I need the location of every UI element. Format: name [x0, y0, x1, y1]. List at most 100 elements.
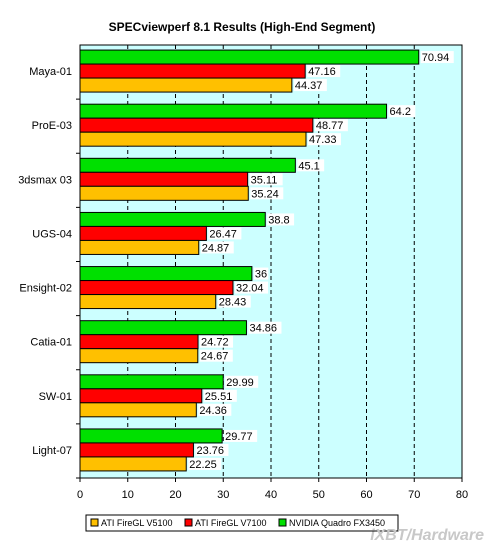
x-tick-label: 40 — [265, 489, 277, 501]
category-label: Maya-01 — [29, 66, 72, 78]
data-label-background — [314, 119, 348, 132]
data-label-background — [208, 227, 242, 240]
bar — [79, 374, 224, 390]
bar — [79, 239, 200, 255]
bar — [79, 171, 249, 187]
data-label-background — [307, 65, 341, 78]
category-label: UGS-04 — [32, 228, 72, 240]
bar — [79, 225, 207, 241]
bar — [79, 428, 223, 444]
bar — [79, 334, 199, 350]
data-label: 70.94 — [422, 52, 450, 64]
data-label: 26.47 — [209, 228, 237, 240]
data-label-background — [308, 133, 342, 146]
bar — [79, 63, 306, 79]
data-label-background — [217, 295, 251, 308]
data-label: 47.16 — [308, 66, 336, 78]
data-label-background — [203, 389, 237, 402]
category-label: 3dsmax 03 — [18, 174, 72, 186]
legend-entry: ATI FireGL V5100 — [101, 518, 173, 528]
data-label: 44.37 — [295, 80, 323, 92]
legend-swatch — [278, 518, 287, 527]
data-label: 24.36 — [199, 405, 227, 417]
bar — [79, 320, 247, 336]
data-label: 24.87 — [202, 242, 230, 254]
legend-box — [85, 514, 399, 532]
data-label-background — [225, 375, 259, 388]
data-label-background — [420, 51, 454, 64]
data-label-background — [297, 159, 325, 172]
data-label-background — [249, 173, 283, 186]
bar — [79, 280, 234, 296]
data-label: 23.76 — [196, 445, 224, 457]
watermark: iXBT/Hardware — [370, 527, 484, 543]
x-tick-label: 60 — [360, 489, 372, 501]
data-label: 22.25 — [189, 459, 217, 471]
category-label: ProE-03 — [32, 120, 72, 132]
bar — [79, 103, 388, 119]
bar — [79, 49, 420, 65]
data-label: 47.33 — [309, 134, 337, 146]
data-label-background — [195, 443, 229, 456]
category-label: Ensight-02 — [19, 283, 72, 295]
bar — [79, 185, 249, 201]
legend: ATI FireGL V5100 ATI FireGL V7100 NVIDIA Q… — [85, 514, 399, 532]
x-tick-label: 80 — [456, 489, 468, 501]
data-label-background — [250, 187, 284, 200]
bar — [79, 211, 266, 227]
data-label-background — [234, 281, 268, 294]
legend-swatch — [90, 518, 99, 527]
x-tick-label: 30 — [217, 489, 229, 501]
x-tick-label: 50 — [313, 489, 325, 501]
legend-swatch — [184, 518, 193, 527]
bar — [79, 266, 253, 282]
data-label: 32.04 — [236, 283, 264, 295]
plot-area: 0 10 20 30 40 50 60 70 80 Maya-01 70.94 47.16 44.37 P… — [18, 44, 468, 501]
data-label: 64.2 — [390, 106, 411, 118]
data-label-background — [199, 349, 233, 362]
bar — [79, 117, 314, 133]
data-label-background — [253, 267, 269, 280]
data-label: 24.72 — [201, 337, 229, 349]
data-label-background — [224, 429, 258, 442]
data-label: 36 — [255, 269, 267, 281]
data-label: 28.43 — [219, 297, 247, 309]
data-label: 48.77 — [316, 120, 344, 132]
data-label: 45.1 — [298, 160, 319, 172]
data-label-background — [248, 321, 282, 334]
bar — [79, 348, 199, 364]
data-label: 24.67 — [201, 351, 229, 363]
data-label: 29.77 — [225, 431, 253, 443]
data-label: 35.11 — [251, 174, 278, 186]
data-label-background — [188, 457, 222, 470]
data-label-background — [200, 241, 234, 254]
chart-title: SPECviewperf 8.1 Results (High-End Segme… — [109, 20, 376, 34]
data-label: 25.51 — [205, 391, 233, 403]
x-tick-label: 20 — [169, 489, 181, 501]
x-tick-label: 0 — [77, 489, 83, 501]
data-label: 34.86 — [249, 323, 277, 335]
category-label: Catia-01 — [30, 337, 72, 349]
data-label-background — [198, 403, 232, 416]
data-label-background — [388, 105, 416, 118]
bar — [79, 388, 203, 404]
data-label-background — [267, 213, 295, 226]
bar — [79, 157, 296, 173]
legend-entry: NVIDIA Quadro FX3450 — [289, 518, 385, 528]
bar — [79, 294, 217, 310]
data-label-background — [200, 335, 234, 348]
category-label: SW-01 — [39, 391, 72, 403]
x-tick-label: 10 — [122, 489, 134, 501]
bar — [79, 456, 187, 472]
legend-entry: ATI FireGL V7100 — [195, 518, 267, 528]
bar — [79, 402, 197, 418]
bar — [79, 442, 194, 458]
bar — [79, 131, 307, 147]
data-label: 29.99 — [226, 377, 254, 389]
data-label: 35.24 — [251, 188, 279, 200]
x-tick-label: 70 — [408, 489, 420, 501]
data-label-background — [293, 79, 327, 92]
category-label: Light-07 — [32, 445, 72, 457]
data-label: 38.8 — [268, 214, 289, 226]
